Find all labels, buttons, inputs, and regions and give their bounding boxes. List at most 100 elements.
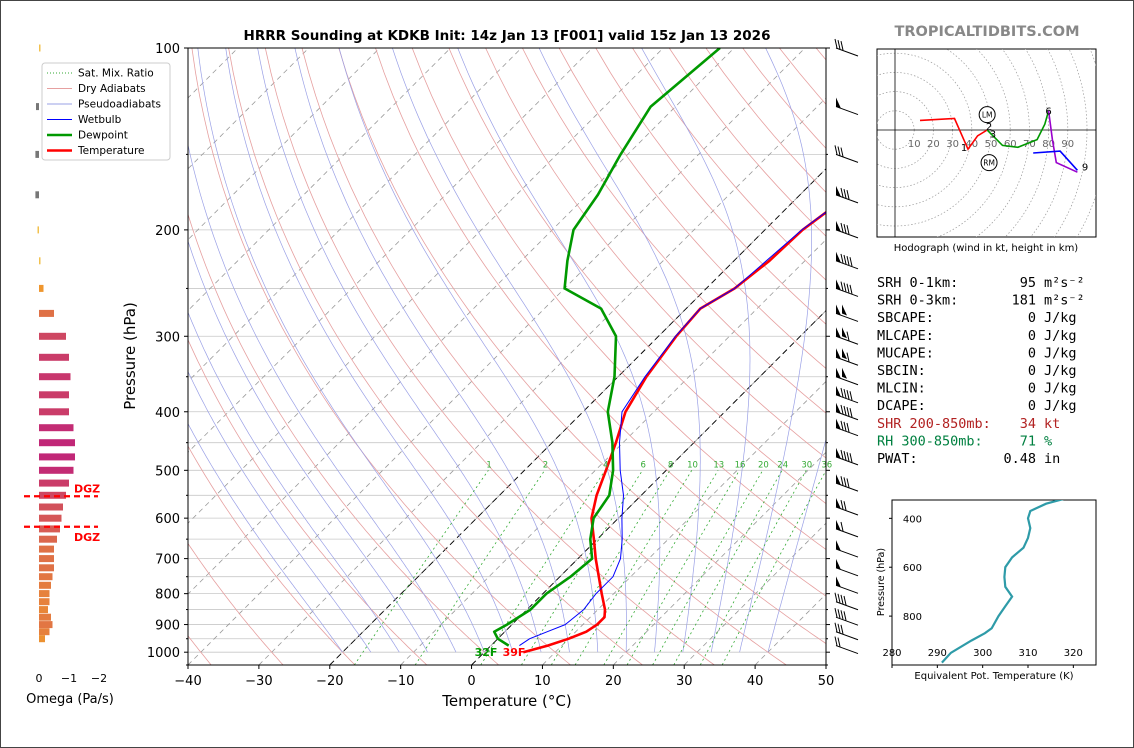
wind-barb-tick xyxy=(846,190,850,200)
parameter-unit: J/kg xyxy=(1044,310,1077,326)
wind-barb-tick xyxy=(834,636,838,646)
omega-bar xyxy=(39,309,54,317)
skew-t-background-lines xyxy=(188,48,826,665)
mixing-ratio-label: 30 xyxy=(801,460,812,470)
omega-bar xyxy=(39,439,75,447)
wind-barb-flag xyxy=(836,348,841,360)
wind-barb-flag xyxy=(836,367,841,379)
omega-tick-label: −2 xyxy=(91,672,107,685)
omega-bar xyxy=(39,373,71,381)
omega-bar xyxy=(39,332,66,340)
omega-bar xyxy=(39,573,53,581)
wind-barb-flag xyxy=(836,185,841,197)
wind-barb-flag xyxy=(836,576,841,588)
y-tick-label: 1000 xyxy=(147,646,180,661)
dry-adiabat xyxy=(448,48,826,505)
wind-barb xyxy=(835,447,859,466)
x-tick-label: −30 xyxy=(245,674,272,689)
wind-barb-flag xyxy=(836,327,841,339)
pseudoadiabat xyxy=(338,48,599,653)
parameter-value: 0 xyxy=(1028,398,1036,414)
omega-bar xyxy=(39,44,41,52)
wind-barb-tick xyxy=(840,253,844,264)
omega-bar xyxy=(39,514,62,522)
parameter-unit: J/kg xyxy=(1044,345,1077,361)
y-tick-label: 900 xyxy=(155,619,180,634)
mixing-ratio-line xyxy=(652,470,764,665)
omega-axis-label: Omega (Pa/s) xyxy=(26,692,114,707)
hodograph-trace xyxy=(1033,150,1078,171)
hodograph-ring-label: 60 xyxy=(1004,139,1017,150)
mixing-ratio-line xyxy=(673,470,783,665)
theta-e-trace xyxy=(941,500,1065,664)
omega-bar xyxy=(39,479,69,487)
wind-barb-tick xyxy=(846,452,850,462)
hodograph-ring-label: 30 xyxy=(946,139,959,150)
wind-barb-tick xyxy=(849,453,853,463)
skew-t-traces xyxy=(492,48,826,654)
x-tick-label: 20 xyxy=(605,674,622,689)
wind-barb-tick xyxy=(840,521,844,532)
wind-barb-tick xyxy=(849,408,853,418)
parameter-table: SRH 0-1km: 95 m²s⁻² SRH 0-3km: 181 m²s⁻² SBCAP… xyxy=(877,275,1085,467)
parameter-label: MUCAPE: xyxy=(877,345,934,361)
wind-barb-flag xyxy=(836,497,841,509)
dry-adiabat xyxy=(485,48,826,459)
parameter-unit: kt xyxy=(1044,416,1060,432)
wind-barb xyxy=(835,279,859,297)
omega-bar xyxy=(39,613,51,621)
y-tick-label: 300 xyxy=(155,330,180,345)
wind-barb-tick xyxy=(840,187,844,198)
dry-adiabat xyxy=(191,48,571,665)
omega-bar xyxy=(39,628,50,636)
parameter-value: 0 xyxy=(1028,345,1036,361)
mixing-ratio-line xyxy=(414,470,546,665)
wind-barb-tick xyxy=(843,477,847,487)
isotherm-line xyxy=(613,451,826,665)
wind-barb-flag xyxy=(836,220,841,232)
mixing-ratio-label: 16 xyxy=(735,460,746,470)
theta-e-x-tick-label: 280 xyxy=(882,648,901,659)
wind-barb xyxy=(834,636,859,655)
mixing-ratio-label: 13 xyxy=(713,460,724,470)
isotherm-line xyxy=(188,48,664,524)
parameter-unit: m²s⁻² xyxy=(1044,275,1085,291)
legend-label: Wetbulb xyxy=(78,114,122,126)
wind-barb-tick xyxy=(840,420,844,430)
wind-barb xyxy=(835,348,859,366)
wind-barb-staff xyxy=(835,153,859,163)
wind-barb-tick xyxy=(840,500,844,510)
omega-bar xyxy=(39,635,45,643)
wind-barb-staff xyxy=(835,616,859,626)
wind-barb xyxy=(835,576,859,594)
wind-barb-tick xyxy=(843,611,847,621)
theta-e-x-tick-label: 310 xyxy=(1018,648,1037,659)
pseudoadiabat xyxy=(739,48,812,653)
dry-adiabat xyxy=(301,48,787,665)
hodograph-trace xyxy=(986,110,1050,149)
wind-barb-tick xyxy=(846,255,850,266)
pseudoadiabat xyxy=(188,311,400,653)
isotherm-line xyxy=(188,48,593,453)
wind-barb-tick xyxy=(849,284,853,294)
pseudoadiabat xyxy=(188,370,372,653)
pseudoadiabat xyxy=(767,438,826,653)
hodograph-marker xyxy=(980,154,998,172)
wind-barb-tick xyxy=(846,225,850,235)
omega-tick-label: −1 xyxy=(61,672,77,685)
surface-dewpoint-label: 32F xyxy=(475,646,498,659)
y-tick-label: 800 xyxy=(155,588,180,603)
wind-barb-tick xyxy=(843,450,847,461)
mixing-ratio-line xyxy=(721,470,826,665)
wind-barb-tick xyxy=(843,282,847,292)
wind-barb-tick xyxy=(834,592,838,602)
pseudoadiabat xyxy=(538,48,701,653)
x-tick-label: 30 xyxy=(676,674,693,689)
wind-barb-flag xyxy=(836,97,841,109)
wind-barb xyxy=(835,418,859,437)
wind-barb-tick xyxy=(840,41,844,51)
parameter-label: SRH 0-1km: xyxy=(877,275,958,291)
parameter-value: 95 xyxy=(1020,275,1036,291)
mixing-ratio-label: 2 xyxy=(543,460,548,470)
wind-barb-flag xyxy=(836,540,841,552)
